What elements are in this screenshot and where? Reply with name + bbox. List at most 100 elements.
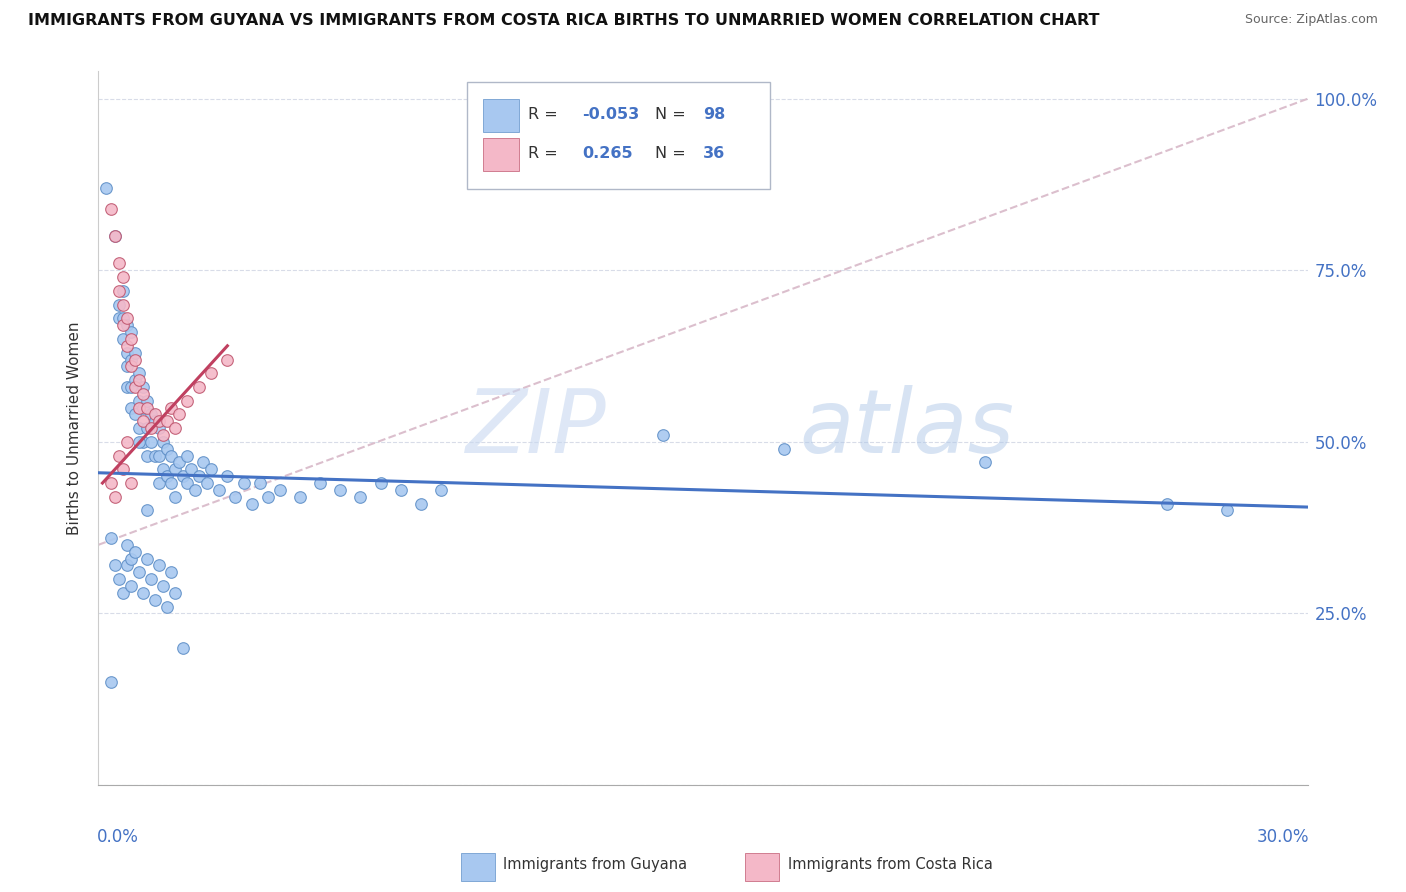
Point [111, 462, 134, 476]
Point [124, 408, 146, 422]
Point [651, 428, 673, 442]
Point [132, 387, 155, 401]
Point [128, 401, 150, 415]
Point [135, 551, 157, 566]
Point [167, 455, 190, 469]
Point [132, 586, 155, 600]
FancyBboxPatch shape [482, 99, 519, 132]
Point [139, 572, 162, 586]
Point [256, 490, 278, 504]
Point [120, 551, 142, 566]
Point [208, 483, 231, 497]
FancyBboxPatch shape [461, 853, 495, 881]
Point [156, 414, 179, 428]
Point [115, 339, 138, 353]
Point [111, 311, 134, 326]
Point [132, 434, 155, 449]
Point [240, 497, 263, 511]
Point [132, 401, 155, 415]
Point [115, 345, 138, 359]
Point [128, 393, 150, 408]
Text: 36: 36 [703, 146, 725, 161]
Point [100, 476, 122, 491]
Point [156, 469, 179, 483]
Text: R =: R = [527, 107, 562, 121]
Point [111, 318, 134, 333]
Point [107, 572, 129, 586]
Point [160, 566, 183, 580]
Point [124, 373, 146, 387]
Point [111, 270, 134, 285]
Point [128, 366, 150, 380]
Point [389, 483, 412, 497]
Point [135, 503, 157, 517]
Point [156, 442, 179, 456]
Point [132, 380, 155, 394]
Point [193, 455, 215, 469]
Point [135, 393, 157, 408]
Point [115, 558, 138, 573]
Point [120, 359, 142, 374]
Point [148, 449, 170, 463]
Point [1156, 497, 1178, 511]
Point [188, 469, 211, 483]
Point [120, 401, 142, 415]
Point [115, 380, 138, 394]
Point [184, 483, 207, 497]
Point [163, 462, 186, 476]
Point [232, 476, 254, 491]
Point [195, 476, 218, 491]
Point [107, 311, 129, 326]
Point [288, 490, 311, 504]
Point [120, 380, 142, 394]
Text: 0.265: 0.265 [582, 146, 633, 161]
Point [103, 490, 125, 504]
Point [115, 538, 138, 552]
Point [139, 408, 162, 422]
Point [128, 421, 150, 435]
Point [111, 586, 134, 600]
Point [120, 325, 142, 339]
Point [217, 469, 239, 483]
Point [107, 284, 129, 298]
Point [115, 318, 138, 333]
Point [249, 476, 271, 491]
Point [409, 497, 432, 511]
Point [132, 414, 155, 428]
Point [163, 421, 186, 435]
Point [128, 566, 150, 580]
Point [124, 345, 146, 359]
Point [974, 455, 997, 469]
Text: 0.0%: 0.0% [97, 828, 139, 846]
Point [188, 380, 211, 394]
Text: 30.0%: 30.0% [1257, 828, 1309, 846]
Point [100, 675, 122, 690]
Point [107, 298, 129, 312]
Text: N =: N = [655, 107, 690, 121]
Point [772, 442, 794, 456]
Point [200, 366, 222, 380]
Point [115, 311, 138, 326]
Point [349, 490, 371, 504]
Text: Immigrants from Guyana: Immigrants from Guyana [503, 857, 688, 872]
Point [172, 469, 194, 483]
Point [180, 462, 202, 476]
Point [135, 421, 157, 435]
Point [96, 181, 118, 195]
Point [370, 476, 392, 491]
Point [135, 449, 157, 463]
Text: IMMIGRANTS FROM GUYANA VS IMMIGRANTS FROM COSTA RICA BIRTHS TO UNMARRIED WOMEN C: IMMIGRANTS FROM GUYANA VS IMMIGRANTS FRO… [28, 13, 1099, 29]
Point [160, 401, 183, 415]
Point [139, 434, 162, 449]
Point [120, 352, 142, 367]
Text: R =: R = [527, 146, 562, 161]
Point [120, 476, 142, 491]
Point [107, 256, 129, 270]
Point [115, 359, 138, 374]
Text: ZIP: ZIP [465, 385, 606, 471]
Point [111, 284, 134, 298]
Point [148, 558, 170, 573]
Point [111, 332, 134, 346]
Text: Source: ZipAtlas.com: Source: ZipAtlas.com [1244, 13, 1378, 27]
Point [111, 298, 134, 312]
